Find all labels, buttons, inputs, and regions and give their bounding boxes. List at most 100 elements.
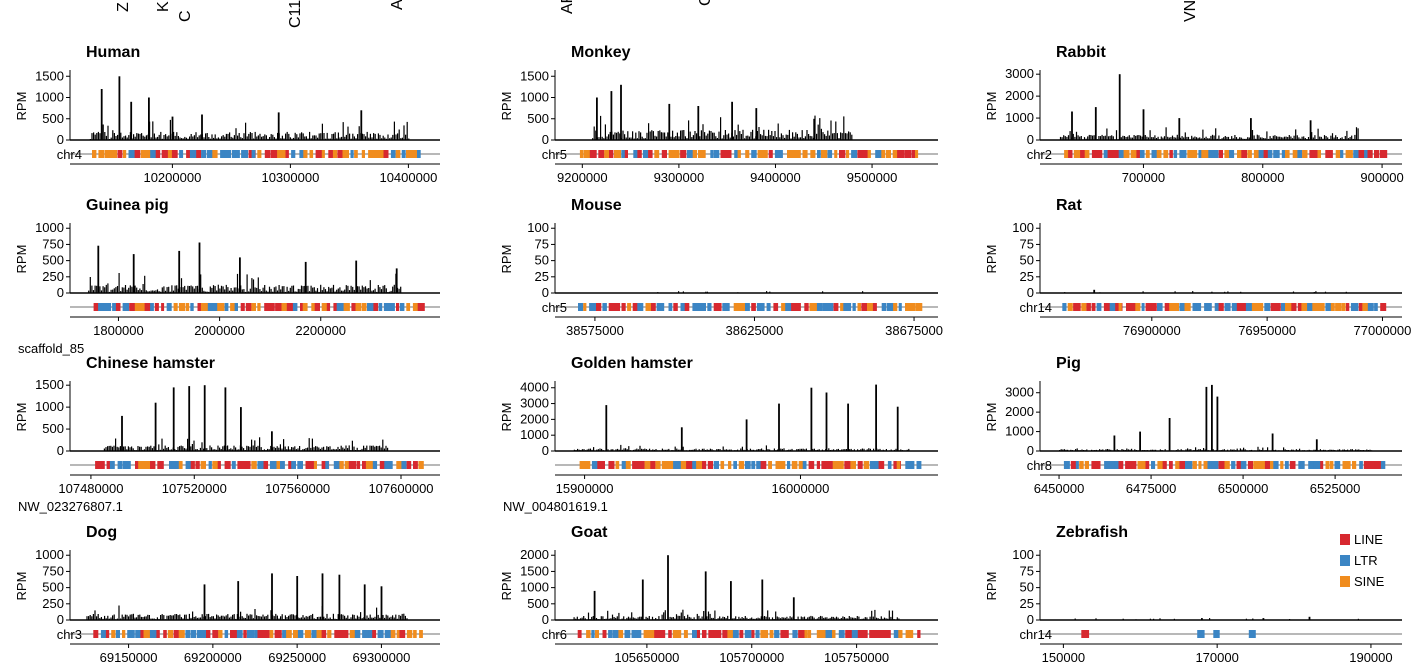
signal-bar — [387, 134, 389, 140]
te-element — [1308, 461, 1315, 469]
signal-bar — [192, 611, 194, 620]
signal-bar — [302, 449, 304, 451]
signal-bar — [810, 615, 812, 620]
signal-bar — [637, 449, 639, 451]
te-element — [1280, 461, 1284, 469]
te-element — [710, 150, 714, 158]
signal-bar — [1282, 137, 1284, 140]
peak-bar — [201, 114, 203, 140]
signal-bar — [134, 617, 136, 620]
te-element — [1075, 461, 1079, 469]
signal-bar — [824, 617, 826, 620]
signal-bar — [1268, 450, 1270, 452]
signal-bar — [96, 133, 98, 140]
te-element — [95, 461, 99, 469]
x-tick-label: 38575000 — [566, 323, 624, 338]
x-tick-label: 9300000 — [654, 170, 705, 185]
te-element — [406, 630, 413, 638]
signal-bar — [163, 135, 165, 140]
peak-bar — [1205, 386, 1208, 451]
te-element — [327, 630, 332, 638]
signal-bar — [91, 133, 93, 140]
signal-bar — [110, 137, 112, 140]
signal-bar — [94, 285, 96, 293]
te-element — [1151, 461, 1156, 469]
te-element — [744, 461, 751, 469]
signal-bar — [804, 136, 806, 140]
signal-bar — [1105, 449, 1107, 451]
signal-bar — [147, 291, 149, 293]
signal-bar — [1232, 138, 1234, 140]
signal-bar — [247, 446, 249, 451]
signal-bar — [683, 130, 685, 140]
signal-bar — [766, 136, 768, 140]
te-element — [760, 303, 765, 311]
signal-bar — [1367, 450, 1369, 451]
signal-bar — [1340, 450, 1342, 452]
signal-bar — [739, 131, 741, 140]
signal-bar — [752, 129, 754, 140]
signal-bar — [291, 138, 293, 140]
te-element — [1198, 150, 1205, 158]
te-element — [240, 461, 247, 469]
scaffold-label: NW_004801619.1 — [503, 499, 608, 514]
peak-bar — [1142, 109, 1145, 140]
signal-bar — [1259, 449, 1261, 451]
panel-title: Guinea pig — [86, 197, 169, 214]
te-element — [354, 150, 358, 158]
te-element — [1297, 303, 1304, 311]
signal-bar — [137, 133, 139, 140]
te-element — [881, 150, 885, 158]
te-element — [195, 461, 200, 469]
signal-bar — [731, 618, 734, 620]
signal-bar — [1067, 449, 1069, 451]
signal-bar — [1299, 448, 1301, 451]
signal-bar — [1151, 449, 1153, 451]
signal-bar — [193, 135, 195, 140]
y-tick-label: 500 — [42, 111, 64, 126]
te-element — [1224, 150, 1232, 158]
signal-bar — [289, 614, 291, 620]
signal-bar — [1209, 450, 1211, 451]
signal-bar — [1059, 450, 1061, 451]
te-element — [1368, 461, 1375, 469]
signal-bar — [1252, 450, 1254, 452]
signal-bar — [609, 131, 611, 140]
signal-bar — [342, 447, 344, 451]
te-element — [828, 303, 834, 311]
signal-bar — [1267, 447, 1269, 451]
signal-bar — [205, 133, 207, 140]
signal-bar — [623, 448, 625, 451]
signal-bar — [1358, 449, 1360, 451]
signal-bar — [161, 287, 163, 293]
signal-bar — [305, 448, 307, 451]
signal-bar — [137, 290, 139, 293]
signal-bar — [1153, 618, 1155, 620]
te-element — [241, 150, 249, 158]
signal-bar — [752, 618, 754, 620]
te-element — [1157, 303, 1163, 311]
signal-bar — [112, 130, 114, 140]
signal-bar — [137, 614, 139, 620]
te-element — [1063, 461, 1070, 469]
signal-bar — [371, 445, 373, 451]
signal-bar — [1323, 135, 1326, 140]
signal-bar — [109, 139, 111, 140]
signal-bar — [276, 290, 279, 293]
signal-bar — [1104, 135, 1106, 140]
signal-bar — [297, 448, 299, 451]
te-element — [160, 461, 164, 469]
signal-bar — [166, 287, 168, 293]
signal-bar — [1255, 450, 1257, 452]
signal-bar — [1220, 450, 1222, 451]
signal-bar — [595, 618, 598, 620]
te-element — [316, 630, 323, 638]
signal-bar — [853, 449, 855, 451]
signal-bar — [408, 138, 410, 140]
te-element — [1145, 150, 1150, 158]
te-element — [867, 303, 875, 311]
signal-bar — [706, 616, 708, 620]
te-element — [578, 303, 584, 311]
signal-bar — [180, 617, 182, 620]
te-element — [614, 303, 621, 311]
